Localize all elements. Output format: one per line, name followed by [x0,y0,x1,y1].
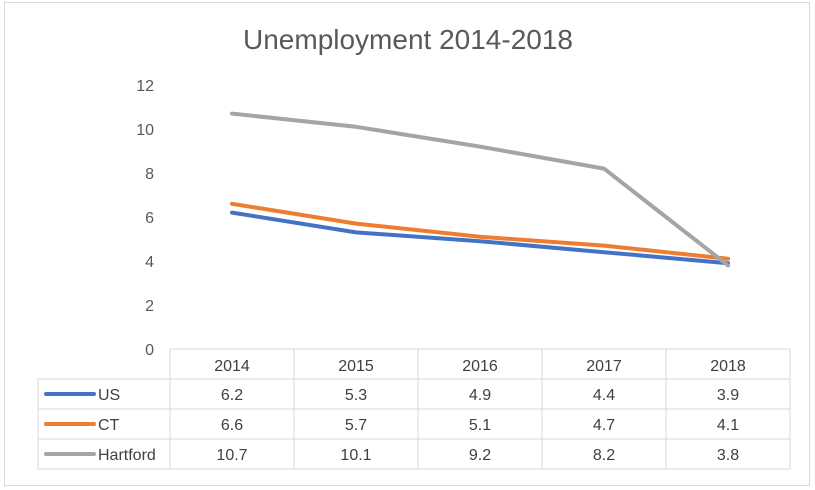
data-cell: 3.9 [717,387,739,404]
legend-label: CT [98,417,120,434]
series-line-hartford [230,111,730,268]
category-label: 2017 [586,358,622,375]
category-label: 2015 [338,358,374,375]
series-line-ct [230,201,730,261]
y-tick-label: 2 [145,298,154,315]
category-label: 2016 [462,358,498,375]
data-cell: 10.7 [216,447,247,464]
data-cell: 4.4 [593,387,615,404]
y-axis: 0 2 4 6 8 10 12 [136,78,154,359]
data-cell: 6.6 [221,417,243,434]
category-label: 2014 [214,358,250,375]
y-tick-label: 12 [136,78,154,95]
data-cell: 8.2 [593,447,615,464]
chart-area: Unemployment 2014-2018 0 2 4 6 8 10 12 2014 201… [4,2,810,486]
y-tick-label: 4 [145,254,154,271]
y-tick-label: 10 [136,122,154,139]
data-cell: 5.7 [345,417,367,434]
category-label: 2018 [710,358,746,375]
data-cell: 6.2 [221,387,243,404]
legend-label: Hartford [98,447,156,464]
data-cell: 3.8 [717,447,739,464]
data-cell: 5.3 [345,387,367,404]
y-tick-label: 0 [145,342,154,359]
data-cell: 4.7 [593,417,615,434]
data-cell: 4.9 [469,387,491,404]
data-cell: 5.1 [469,417,491,434]
data-cell: 9.2 [469,447,491,464]
plot-lines [230,111,730,268]
series-line-us [230,210,730,266]
chart-title: Unemployment 2014-2018 [243,24,573,55]
data-cell: 10.1 [340,447,371,464]
legend-label: US [98,387,120,404]
y-tick-label: 6 [145,210,154,227]
y-tick-label: 8 [145,166,154,183]
data-cell: 4.1 [717,417,739,434]
data-table: 2014 2015 2016 2017 2018 US 6.2 5.3 4.9 4.4 3.9 CT 6… [37,348,791,470]
